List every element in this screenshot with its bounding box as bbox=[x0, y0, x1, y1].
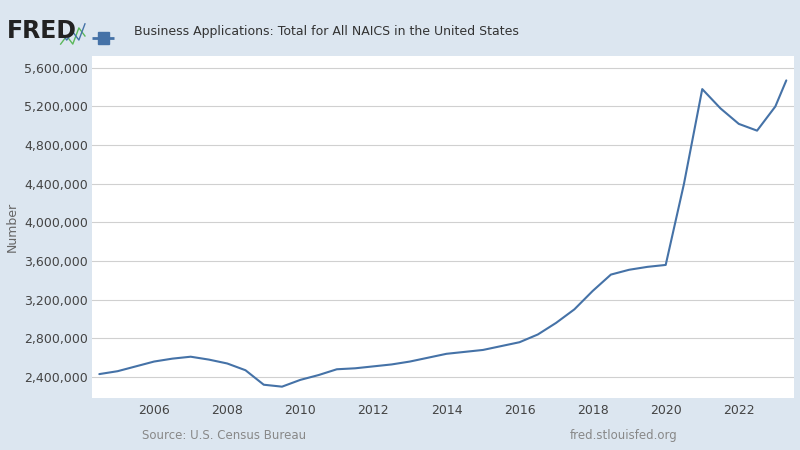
Bar bbox=[98, 32, 109, 44]
Text: FRED: FRED bbox=[6, 19, 77, 44]
Text: Business Applications: Total for All NAICS in the United States: Business Applications: Total for All NAI… bbox=[134, 25, 519, 38]
Y-axis label: Number: Number bbox=[6, 202, 18, 252]
Text: fred.stlouisfed.org: fred.stlouisfed.org bbox=[570, 429, 678, 442]
Text: Source: U.S. Census Bureau: Source: U.S. Census Bureau bbox=[142, 429, 306, 442]
